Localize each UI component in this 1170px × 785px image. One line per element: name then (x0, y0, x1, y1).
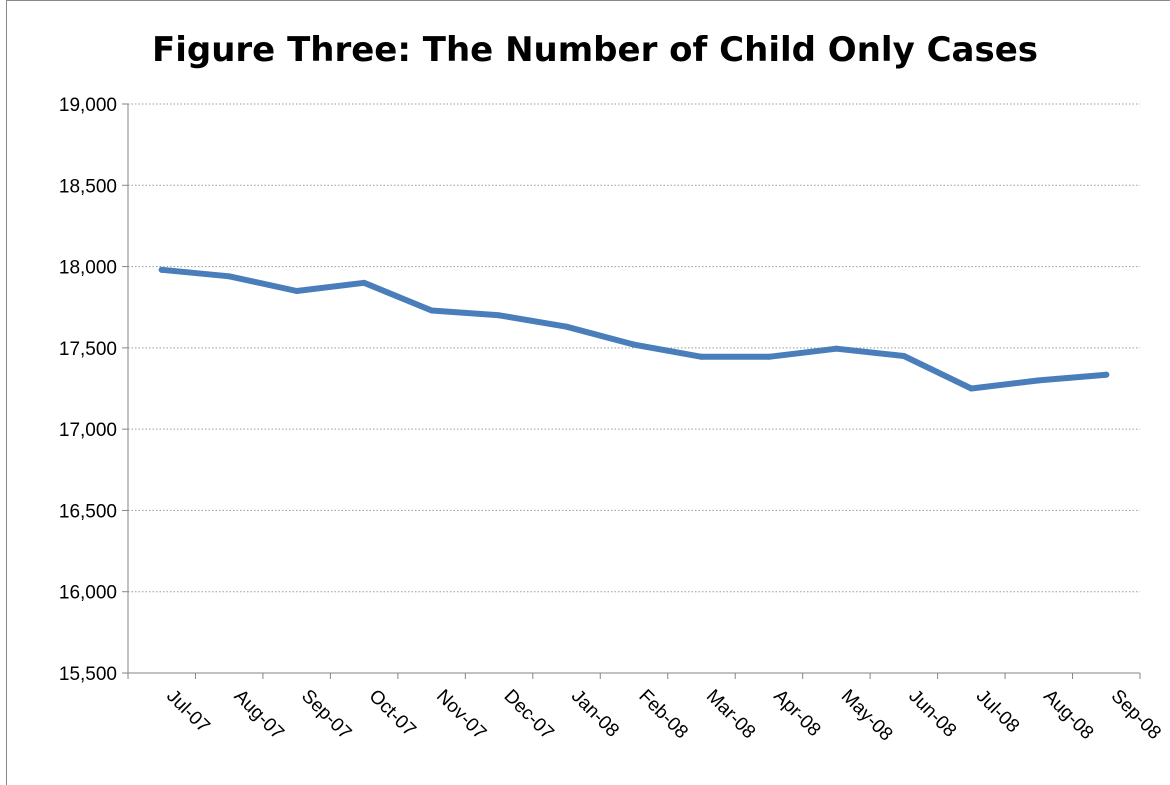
data-point (563, 323, 570, 330)
x-tick-label: Aug-08 (1039, 686, 1097, 744)
x-tick-label: Nov-07 (432, 686, 490, 744)
data-point (293, 287, 300, 294)
data-point (361, 279, 368, 286)
y-tick-label: 16,000 (59, 583, 117, 604)
x-tick-label: Sep-07 (297, 686, 355, 744)
x-tick-label: Feb-08 (634, 686, 691, 743)
y-tick-label: 16,500 (59, 501, 117, 522)
x-tick-label: Oct-07 (365, 686, 420, 741)
data-point (698, 353, 705, 360)
data-point (900, 352, 907, 359)
data-point (158, 266, 165, 273)
y-tick-label: 18,500 (59, 176, 117, 197)
series-layer (158, 266, 1110, 392)
data-point (226, 273, 233, 280)
x-tick-label: Jun-08 (904, 686, 960, 742)
chart-title: Figure Three: The Number of Child Only C… (151, 30, 1038, 70)
y-tick-labels: 15,500 16,000 16,500 17,000 17,500 18,000 18,5… (59, 95, 117, 685)
y-tick-label: 17,000 (59, 420, 117, 441)
data-point (765, 353, 772, 360)
x-tick-label: Jan-08 (567, 686, 623, 742)
data-point (833, 345, 840, 352)
x-tick-label: Apr-08 (769, 686, 824, 741)
y-tick-label: 18,000 (59, 258, 117, 279)
data-point (428, 307, 435, 314)
axes (122, 103, 1141, 679)
gridlines (128, 103, 1140, 593)
x-tick-label: Mar-08 (702, 686, 759, 743)
data-point (1035, 377, 1042, 384)
data-point (631, 341, 637, 348)
data-point (968, 385, 975, 392)
y-tick-label: 19,000 (59, 95, 117, 116)
data-point (1103, 371, 1110, 378)
y-tick-label: 17,500 (59, 339, 117, 360)
x-tick-label: Jul-08 (972, 686, 1023, 737)
x-tick-label: Jul-07 (162, 686, 213, 737)
x-tick-label: Aug-07 (230, 686, 288, 744)
series-line (158, 266, 1110, 392)
x-tick-label: Dec-07 (500, 686, 558, 744)
x-tick-label: Sep-08 (1107, 686, 1165, 744)
data-point (496, 312, 503, 319)
x-tick-labels: Jul-07 Aug-07 Sep-07 Oct-07 Nov-07 Dec-07 Jan-… (162, 686, 1165, 746)
chart-frame (6, 0, 1170, 785)
y-tick-label: 15,500 (59, 664, 117, 685)
x-tick-label: May-08 (837, 686, 897, 746)
